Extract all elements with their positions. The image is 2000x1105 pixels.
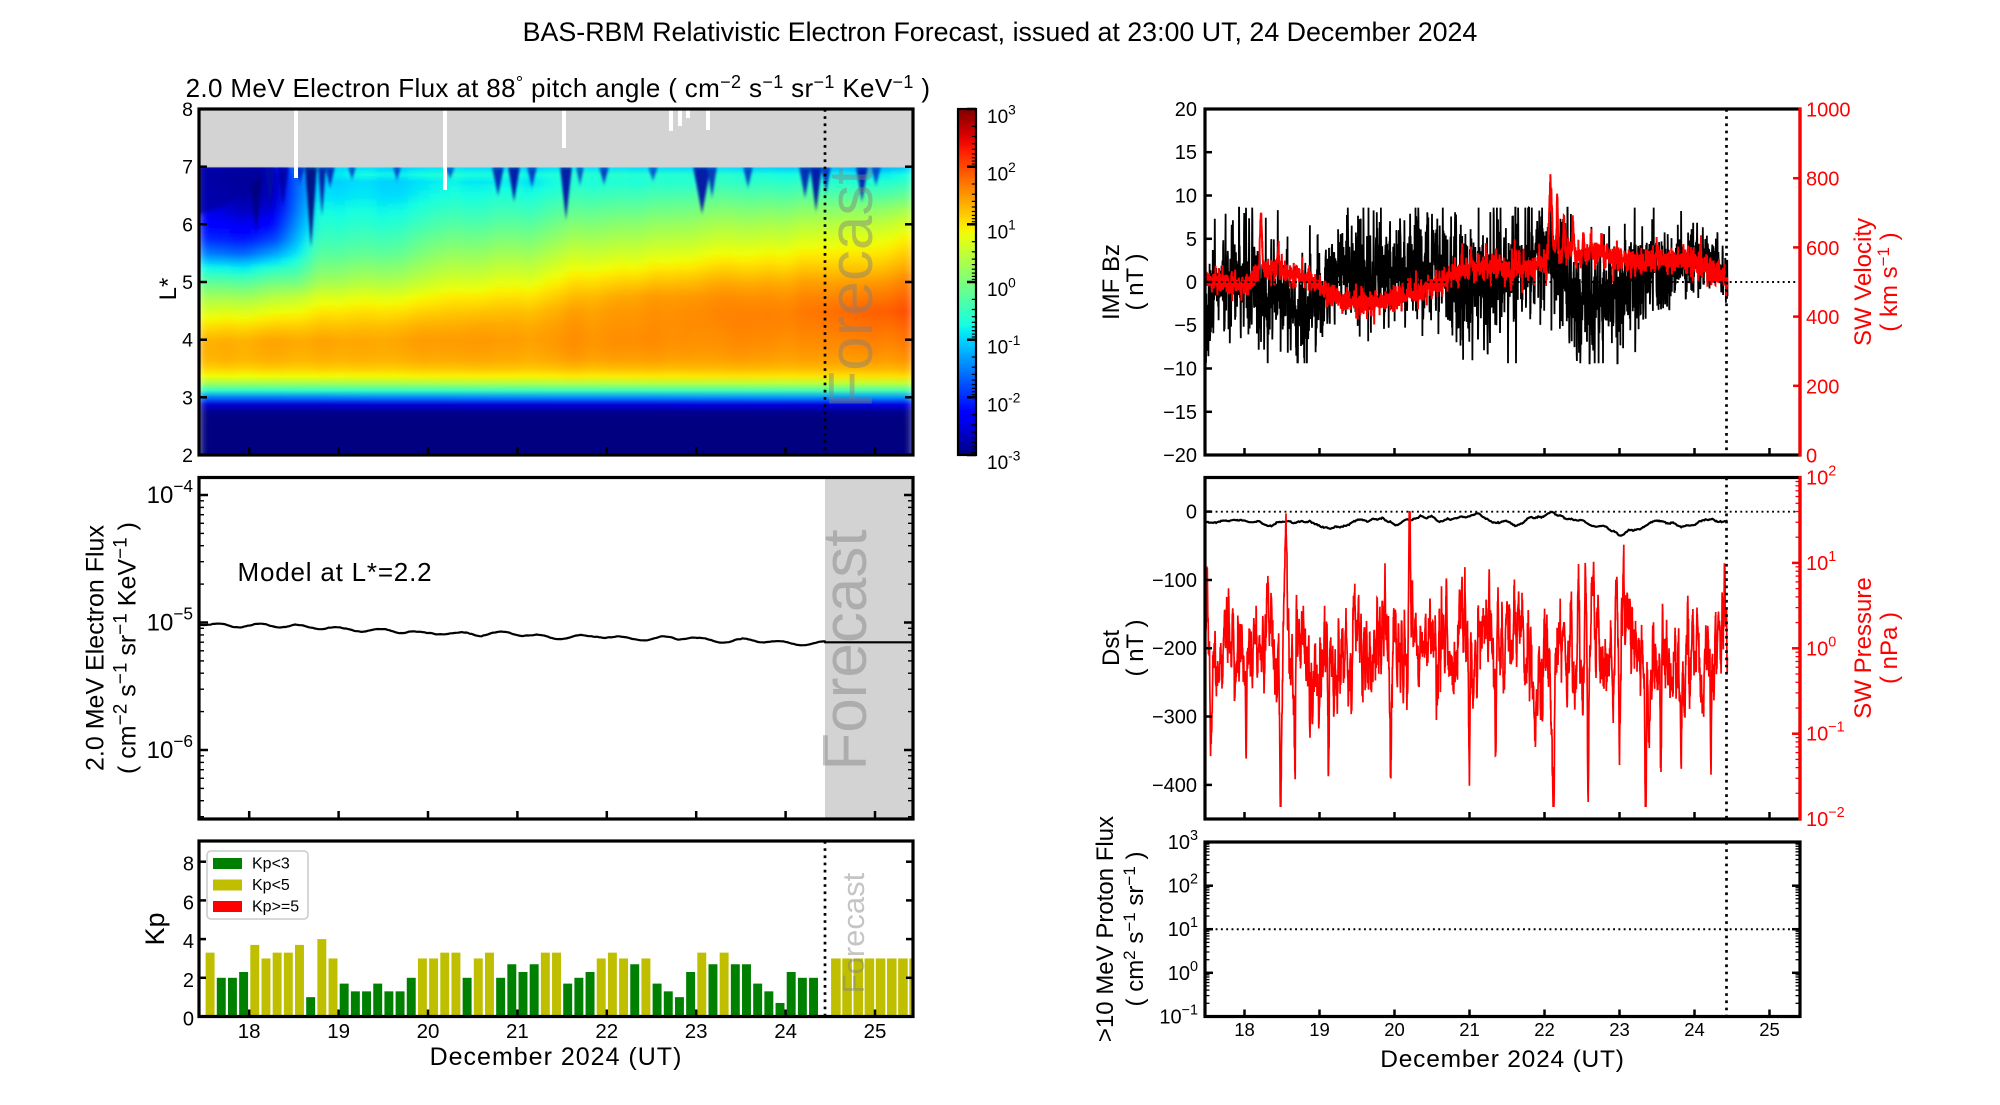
svg-text:Dst: Dst [1098, 630, 1125, 666]
svg-text:−20: −20 [1163, 445, 1197, 467]
svg-text:18: 18 [238, 1020, 261, 1043]
svg-text:−10: −10 [1163, 359, 1197, 381]
svg-text:23: 23 [1609, 1019, 1630, 1040]
svg-text:2: 2 [183, 970, 194, 992]
svg-text:2.0 MeV Electron Flux: 2.0 MeV Electron Flux [82, 525, 110, 771]
svg-text:10−5: 10−5 [147, 604, 193, 637]
svg-text:0: 0 [183, 1009, 194, 1031]
svg-text:22: 22 [1534, 1019, 1555, 1040]
svg-text:BAS-RBM Relativistic Electron: BAS-RBM Relativistic Electron Forecast, … [523, 17, 1478, 47]
svg-text:18: 18 [1234, 1019, 1255, 1040]
svg-text:L*: L* [155, 278, 182, 301]
svg-text:21: 21 [506, 1020, 529, 1043]
svg-text:10: 10 [1175, 186, 1197, 208]
svg-text:−100: −100 [1152, 570, 1197, 592]
svg-text:2: 2 [182, 445, 193, 467]
svg-text:10−1: 10−1 [1806, 720, 1845, 746]
svg-text:IMF Bz: IMF Bz [1098, 244, 1125, 320]
svg-text:10-3: 10-3 [987, 448, 1021, 474]
svg-text:19: 19 [327, 1020, 350, 1043]
svg-text:December 2024 (UT): December 2024 (UT) [1380, 1046, 1625, 1073]
svg-text:20: 20 [417, 1020, 440, 1043]
svg-text:100: 100 [987, 275, 1016, 301]
svg-text:Kp: Kp [140, 912, 170, 945]
svg-text:400: 400 [1806, 307, 1839, 329]
svg-text:6: 6 [182, 214, 193, 236]
svg-text:15: 15 [1175, 142, 1197, 164]
svg-text:4: 4 [183, 931, 194, 953]
svg-text:19: 19 [1309, 1019, 1330, 1040]
svg-text:>10 MeV Proton Flux: >10 MeV Proton Flux [1092, 816, 1119, 1042]
svg-text:Model at L*=2.2: Model at L*=2.2 [238, 557, 433, 587]
svg-text:SW Pressure: SW Pressure [1850, 577, 1877, 718]
svg-text:20: 20 [1384, 1019, 1405, 1040]
svg-text:5: 5 [1186, 229, 1197, 251]
svg-text:24: 24 [774, 1020, 797, 1043]
svg-text:6: 6 [183, 892, 194, 914]
svg-text:( nT ): ( nT ) [1122, 254, 1149, 311]
svg-text:0: 0 [1186, 502, 1197, 524]
svg-text:Kp<5: Kp<5 [252, 877, 290, 894]
svg-text:December 2024 (UT): December 2024 (UT) [430, 1043, 683, 1071]
svg-text:25: 25 [864, 1020, 887, 1043]
svg-text:800: 800 [1806, 169, 1839, 191]
svg-text:25: 25 [1759, 1019, 1780, 1040]
svg-text:21: 21 [1459, 1019, 1480, 1040]
svg-text:SW Velocity: SW Velocity [1850, 218, 1877, 346]
svg-text:22: 22 [595, 1020, 618, 1043]
svg-text:600: 600 [1806, 238, 1839, 260]
svg-text:−5: −5 [1174, 315, 1197, 337]
svg-text:10−6: 10−6 [147, 731, 193, 764]
svg-text:7: 7 [182, 157, 193, 179]
svg-text:−300: −300 [1152, 707, 1197, 729]
svg-text:5: 5 [182, 272, 193, 294]
svg-text:( nPa ): ( nPa ) [1876, 612, 1903, 684]
svg-text:Forecast: Forecast [817, 167, 886, 408]
svg-text:0: 0 [1186, 272, 1197, 294]
svg-text:( km s−1 ): ( km s−1 ) [1874, 232, 1903, 331]
svg-text:1000: 1000 [1806, 100, 1851, 122]
svg-text:8: 8 [182, 99, 193, 121]
svg-text:( cm−2 s−1 sr−1 KeV−1 ): ( cm−2 s−1 sr−1 KeV−1 ) [111, 522, 142, 774]
svg-text:Kp>=5: Kp>=5 [252, 899, 299, 916]
svg-text:2.0 MeV Electron Flux at 88° p: 2.0 MeV Electron Flux at 88° pitch angle… [186, 72, 931, 103]
svg-text:200: 200 [1806, 376, 1839, 398]
svg-text:20: 20 [1175, 99, 1197, 121]
svg-text:( nT ): ( nT ) [1122, 620, 1149, 677]
svg-text:23: 23 [685, 1020, 708, 1043]
svg-text:24: 24 [1684, 1019, 1705, 1040]
svg-text:4: 4 [182, 330, 193, 352]
svg-text:100: 100 [1168, 959, 1198, 985]
svg-text:100: 100 [1806, 634, 1836, 660]
svg-text:102: 102 [987, 160, 1016, 186]
svg-text:Forecast: Forecast [811, 529, 880, 770]
svg-text:−400: −400 [1152, 775, 1197, 797]
svg-text:Kp<3: Kp<3 [252, 856, 290, 873]
svg-text:0: 0 [1806, 446, 1817, 468]
svg-text:8: 8 [183, 854, 194, 876]
svg-text:−200: −200 [1152, 638, 1197, 660]
svg-text:3: 3 [182, 387, 193, 409]
svg-text:−15: −15 [1163, 402, 1197, 424]
svg-text:Forecast: Forecast [836, 872, 871, 993]
